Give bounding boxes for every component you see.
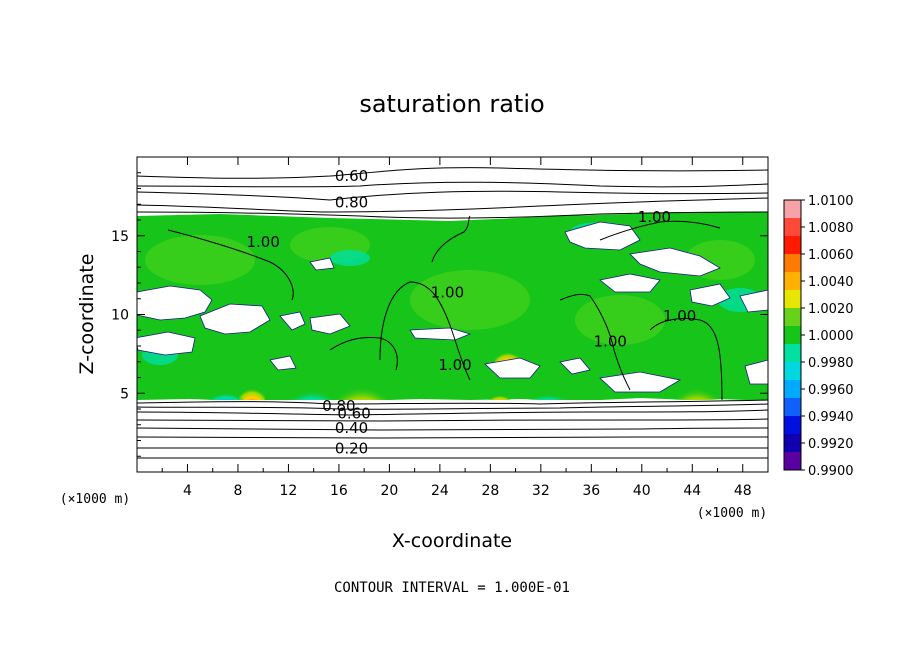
- colorbar-label: 1.0100: [808, 194, 854, 209]
- x-tick-label: 24: [431, 483, 449, 499]
- saturation-field: 0.600.801.001.001.001.001.001.000.800.60…: [137, 157, 768, 472]
- contour-label: 1.00: [638, 208, 671, 226]
- colorbar-swatch: [784, 398, 801, 417]
- contour-label: 1.00: [594, 332, 627, 350]
- colorbar-swatch: [784, 290, 801, 309]
- colorbar-label: 1.0000: [808, 329, 854, 344]
- y-axis: 5 10 15: [111, 172, 768, 457]
- contour-label: 0.60: [335, 167, 368, 185]
- contour-label: 0.20: [335, 439, 368, 457]
- contour-label: 1.00: [438, 356, 471, 374]
- colorbar-swatch: [784, 200, 801, 219]
- x-unit-label-left: (×1000 m): [60, 492, 130, 507]
- x-unit-label-right: (×1000 m): [697, 506, 767, 521]
- colorbar-swatch: [784, 218, 801, 237]
- x-tick-label: 28: [481, 483, 499, 499]
- y-tick-label: 10: [111, 308, 129, 324]
- contour-label: 0.80: [322, 397, 355, 415]
- colorbar-label: 1.0020: [808, 302, 854, 317]
- colorbar-swatch: [784, 362, 801, 381]
- colorbar-swatch: [784, 344, 801, 363]
- contour-label: 1.00: [663, 307, 696, 325]
- contour-lines: [137, 167, 768, 459]
- colorbar-label: 0.9960: [808, 383, 854, 398]
- colorbar-swatch: [784, 434, 801, 453]
- x-tick-label: 40: [633, 483, 651, 499]
- x-tick-label: 36: [582, 483, 600, 499]
- colorbar-swatch: [784, 452, 801, 471]
- y-tick-label: 15: [111, 229, 129, 245]
- chart-title: saturation ratio: [359, 90, 544, 118]
- colorbar-swatch: [784, 254, 801, 273]
- x-tick-label: 20: [380, 483, 398, 499]
- y-tick-label: 5: [120, 386, 129, 402]
- contour-label: 0.40: [335, 419, 368, 437]
- colorbar: 1.0100 1.0080 1.0060 1.0040 1.0020 1.0000 0.99…: [783, 194, 854, 479]
- contour-label: 1.00: [431, 283, 464, 301]
- colorbar-swatch: [784, 308, 801, 327]
- contour-label: 1.00: [246, 233, 279, 251]
- dry-patches: [137, 221, 768, 393]
- colorbar-swatch: [784, 236, 801, 255]
- x-tick-label: 12: [280, 483, 298, 499]
- x-axis-label: X-coordinate: [392, 530, 512, 552]
- colorbar-label: 0.9920: [808, 437, 854, 452]
- x-tick-label: 16: [330, 483, 348, 499]
- colorbar-label: 0.9900: [808, 464, 854, 479]
- contour-label: 0.60: [337, 405, 370, 423]
- colorbar-swatch: [784, 380, 801, 399]
- colorbar-label: 0.9980: [808, 356, 854, 371]
- x-tick-label: 48: [734, 483, 752, 499]
- x-tick-label: 4: [183, 483, 192, 499]
- colorbar-swatch: [784, 416, 801, 435]
- x-tick-label: 8: [233, 483, 242, 499]
- colorbar-label: 1.0080: [808, 221, 854, 236]
- contour-labels: 0.600.801.001.001.001.001.001.000.800.60…: [246, 167, 696, 457]
- x-axis: 4 8 12 16 20 24 28 32 36 40 44 48: [161, 157, 752, 499]
- colorbar-label: 1.0060: [808, 248, 854, 263]
- colorbar-swatch: [784, 272, 801, 291]
- contour-label: 0.80: [335, 194, 368, 212]
- footer-note: CONTOUR INTERVAL = 1.000E-01: [334, 580, 570, 596]
- colorbar-swatch: [784, 326, 801, 345]
- colorbar-label: 0.9940: [808, 410, 854, 425]
- x-tick-label: 32: [532, 483, 550, 499]
- y-axis-label: Z-coordinate: [76, 254, 98, 375]
- x-tick-label: 44: [683, 483, 701, 499]
- colorbar-label: 1.0040: [808, 275, 854, 290]
